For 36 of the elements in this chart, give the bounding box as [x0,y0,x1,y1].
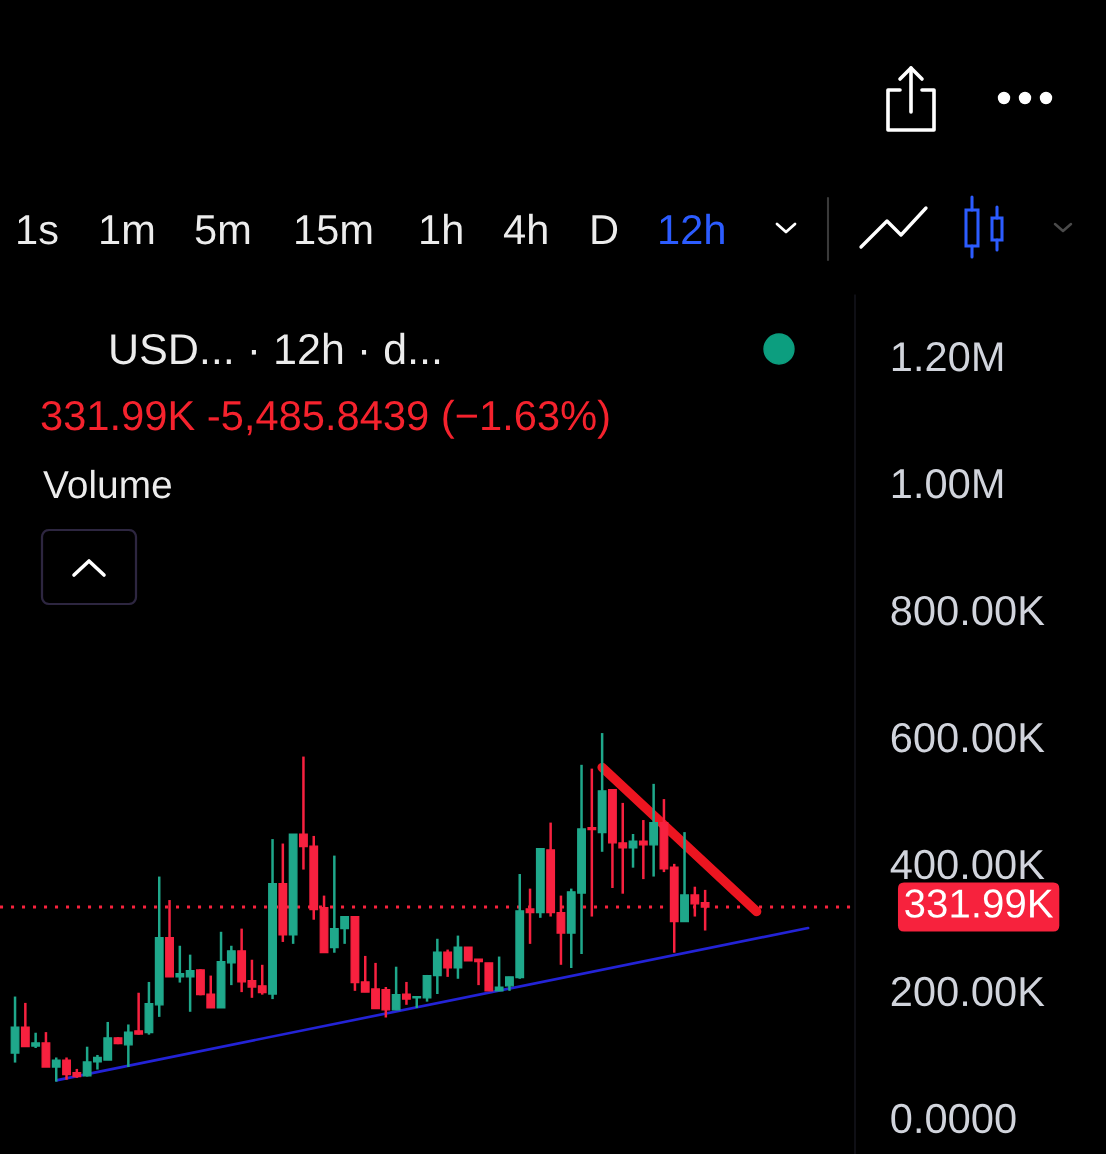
candlestick [51,1056,61,1083]
candlestick [432,937,442,996]
candlestick [638,818,648,881]
candlestick [185,953,195,1014]
candlestick [628,832,638,869]
annotation: Volume [43,469,171,499]
y-tick-label: 600.00K [891,722,1045,753]
candlestick [175,944,185,984]
candlestick [226,944,236,987]
y-tick-label: 200.00K [891,976,1045,1007]
y-tick-label: 1.00M [892,468,1003,499]
text: 4h [503,213,547,244]
text: D [592,215,618,244]
candlestick [20,1001,30,1048]
text: 12h [660,213,724,244]
text: 1h [421,213,462,244]
y-tick-label: 400.00K [890,849,1045,880]
ref-line-label: 331.99K [905,889,1054,918]
annotation: USD... · 12h · d... [111,332,440,365]
candlestick [443,948,453,979]
text: 1m [101,215,154,244]
candlestick [453,934,463,981]
candlestick [257,963,267,996]
text: 1s [18,215,58,245]
candlestick [494,955,504,993]
candlestick [123,1023,133,1069]
candlestick [134,991,144,1036]
y-tick-label: 800.00K [891,595,1045,626]
candlestick [391,965,401,1012]
text: 5m [195,215,250,245]
candlestick [649,782,659,878]
candlestick [402,980,411,1007]
text: 15m [296,215,372,245]
annotation: 331.99K -5,485.8439 (−1.63%) [41,399,609,439]
y-tick-label: 1.20M [892,341,1003,372]
y-tick-label: 0.0000 [891,1103,1016,1134]
